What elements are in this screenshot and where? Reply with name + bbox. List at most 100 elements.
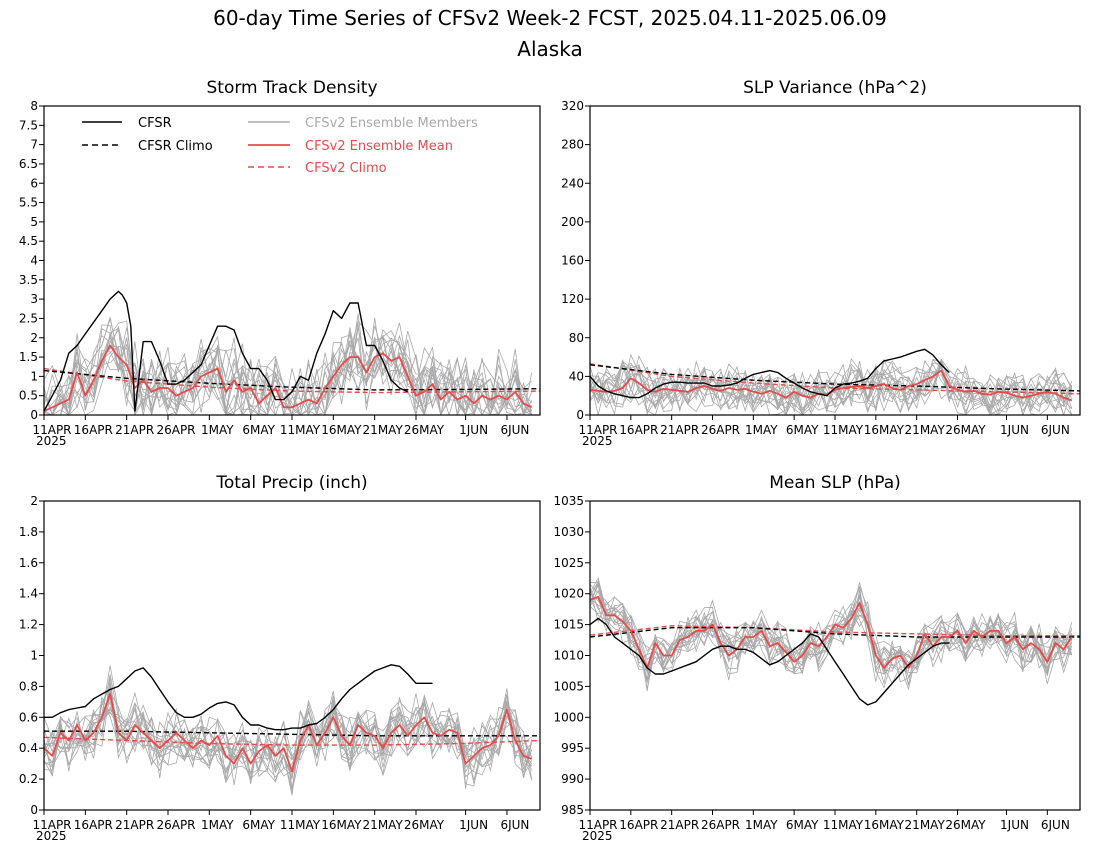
total-precip-xtick-label: 11APR (32, 818, 71, 832)
legend: CFSR CFSR Climo CFSv2 Ensemble Members C… (82, 116, 478, 176)
storm-track-density-cfsr-climo-line (44, 369, 540, 391)
total-precip-xtick-label: 16APR (74, 818, 113, 832)
storm-track-density-ytick-label: 7.5 (19, 118, 38, 132)
slp-variance-ensemble-member-line (590, 358, 1073, 415)
mean-slp-ytick-label: 1000 (553, 710, 584, 724)
storm-track-density-ensemble-member-line (44, 317, 533, 415)
total-precip-cfsr-climo-line (44, 730, 540, 737)
total-precip-ensemble-member-line (44, 674, 533, 779)
storm-track-density-xtick-label: 21APR (115, 423, 154, 437)
slp-variance-title: SLP Variance (hPa^2) (743, 78, 927, 98)
storm-track-density-xtick-label: 21MAY (363, 423, 404, 437)
legend-cfsr-label: CFSR (138, 116, 172, 131)
mean-slp-ensemble-member-line (590, 584, 1073, 676)
storm-track-density-ytick-label: 8 (30, 99, 38, 113)
total-precip-xtick-label: 11MAY (280, 818, 321, 832)
slp-variance-ytick-label: 120 (561, 292, 584, 306)
storm-track-density-ytick-label: 5 (30, 215, 38, 229)
slp-variance-xtick-label: 26APR (701, 423, 740, 437)
mean-slp-frame (589, 500, 1081, 811)
slp-variance-year-label: 2025 (582, 434, 613, 448)
slp-variance-cfsr-climo-line (590, 364, 1080, 392)
total-precip-title: Total Precip (inch) (215, 473, 367, 493)
mean-slp-xtick-label: 1MAY (745, 818, 778, 832)
legend-cfsr-climo-label: CFSR Climo (138, 139, 213, 154)
storm-track-density-ytick-label: 6 (30, 176, 38, 190)
storm-track-density-ytick-label: 1.5 (19, 350, 38, 364)
total-precip-xtick-label: 21MAY (363, 818, 404, 832)
mean-slp-xtick-label: 16APR (619, 818, 658, 832)
slp-variance-panel: SLP Variance (hPa^2) 0 40 80 120 160 200 240 280… (561, 78, 1081, 448)
mean-slp-title: Mean SLP (hPa) (769, 473, 901, 493)
slp-variance-xtick-label: 1MAY (745, 423, 778, 437)
total-precip-xtick-label: 26APR (156, 818, 195, 832)
mean-slp-ensemble-mean-line (590, 595, 1073, 669)
mean-slp-ytick-label: 985 (561, 803, 584, 817)
total-precip-xtick-label: 26MAY (404, 818, 445, 832)
storm-track-density-ytick-label: 1 (30, 369, 38, 383)
mean-slp-ytick-label: 1015 (553, 618, 584, 632)
mean-slp-cfsr-climo-line (590, 627, 1080, 638)
storm-track-density-ensemble-member-line (44, 329, 533, 415)
mean-slp-plot-area (590, 577, 1080, 706)
total-precip-xtick-label: 16MAY (321, 818, 362, 832)
storm-track-density-ytick-label: 4 (30, 254, 38, 268)
total-precip-ytick-label: 1.8 (19, 525, 38, 539)
total-precip-xtick-label: 6JUN (500, 818, 529, 832)
storm-track-density-xtick-label: 6MAY (242, 423, 275, 437)
slp-variance-ensemble-member-line (590, 354, 1073, 415)
storm-track-density-ytick-label: 0 (30, 408, 38, 422)
storm-track-density-xtick-label: 11MAY (280, 423, 321, 437)
total-precip-ytick-label: 0.8 (19, 679, 38, 693)
total-precip-xtick-label: 21APR (115, 818, 154, 832)
mean-slp-ensemble-member-line (590, 589, 1073, 672)
mean-slp-xtick-label: 26APR (701, 818, 740, 832)
mean-slp-xtick-label: 26MAY (945, 818, 986, 832)
storm-track-density-xtick-label: 6JUN (500, 423, 529, 437)
mean-slp-year-label: 2025 (582, 829, 613, 843)
slp-variance-xtick-label: 6MAY (786, 423, 819, 437)
total-precip-xtick-label: 6MAY (242, 818, 275, 832)
total-precip-plot-area (44, 664, 540, 796)
storm-track-density-ytick-label: 7 (30, 138, 38, 152)
storm-track-density-xtick-label: 16APR (74, 423, 113, 437)
mean-slp-cfsr-line (590, 617, 950, 706)
slp-variance-ytick-label: 0 (576, 408, 584, 422)
mean-slp-ytick-label: 1035 (553, 494, 584, 508)
mean-slp-ytick-label: 1020 (553, 587, 584, 601)
storm-track-density-cfsr-line (44, 290, 408, 412)
slp-variance-ytick-label: 280 (561, 138, 584, 152)
storm-track-density-frame (43, 105, 541, 416)
storm-track-density-plot-area (44, 290, 540, 415)
legend-members-label: CFSv2 Ensemble Members (305, 116, 478, 131)
legend-mean-label: CFSv2 Ensemble Mean (305, 139, 453, 154)
mean-slp-ensemble-member-line (590, 597, 1073, 685)
total-precip-ytick-label: 0.6 (19, 710, 38, 724)
slp-variance-xtick-label: 11APR (578, 423, 617, 437)
mean-slp-ytick-label: 1005 (553, 679, 584, 693)
total-precip-ytick-label: 1.6 (19, 556, 38, 570)
storm-track-density-title: Storm Track Density (206, 78, 377, 98)
slp-variance-ytick-label: 40 (569, 369, 584, 383)
mean-slp-ensemble-member-line (590, 584, 1073, 689)
total-precip-year-label: 2025 (36, 829, 67, 843)
mean-slp-ytick-label: 995 (561, 741, 584, 755)
slp-variance-xtick-label: 6JUN (1041, 423, 1070, 437)
mean-slp-xtick-label: 21MAY (905, 818, 946, 832)
storm-track-density-xtick-label: 26APR (156, 423, 195, 437)
storm-track-density-ensemble-member-line (44, 320, 532, 415)
total-precip-ytick-label: 0 (30, 803, 38, 817)
storm-track-density-xtick-label: 1MAY (201, 423, 234, 437)
mean-slp-cfsv2-climo-line (590, 625, 1080, 637)
slp-variance-xtick-label: 16APR (619, 423, 658, 437)
storm-track-density-ytick-label: 3.5 (19, 273, 38, 287)
mean-slp-xtick-label: 6MAY (786, 818, 819, 832)
slp-variance-ytick-label: 240 (561, 176, 584, 190)
slp-variance-xtick-label: 16MAY (864, 423, 905, 437)
figure-title: 60-day Time Series of CFSv2 Week-2 FCST,… (213, 6, 887, 30)
total-precip-xtick-label: 1MAY (201, 818, 234, 832)
total-precip-xtick-label: 1JUN (459, 818, 488, 832)
storm-track-density-ensemble-member-line (44, 313, 532, 415)
storm-track-density-ytick-label: 2 (30, 331, 38, 345)
